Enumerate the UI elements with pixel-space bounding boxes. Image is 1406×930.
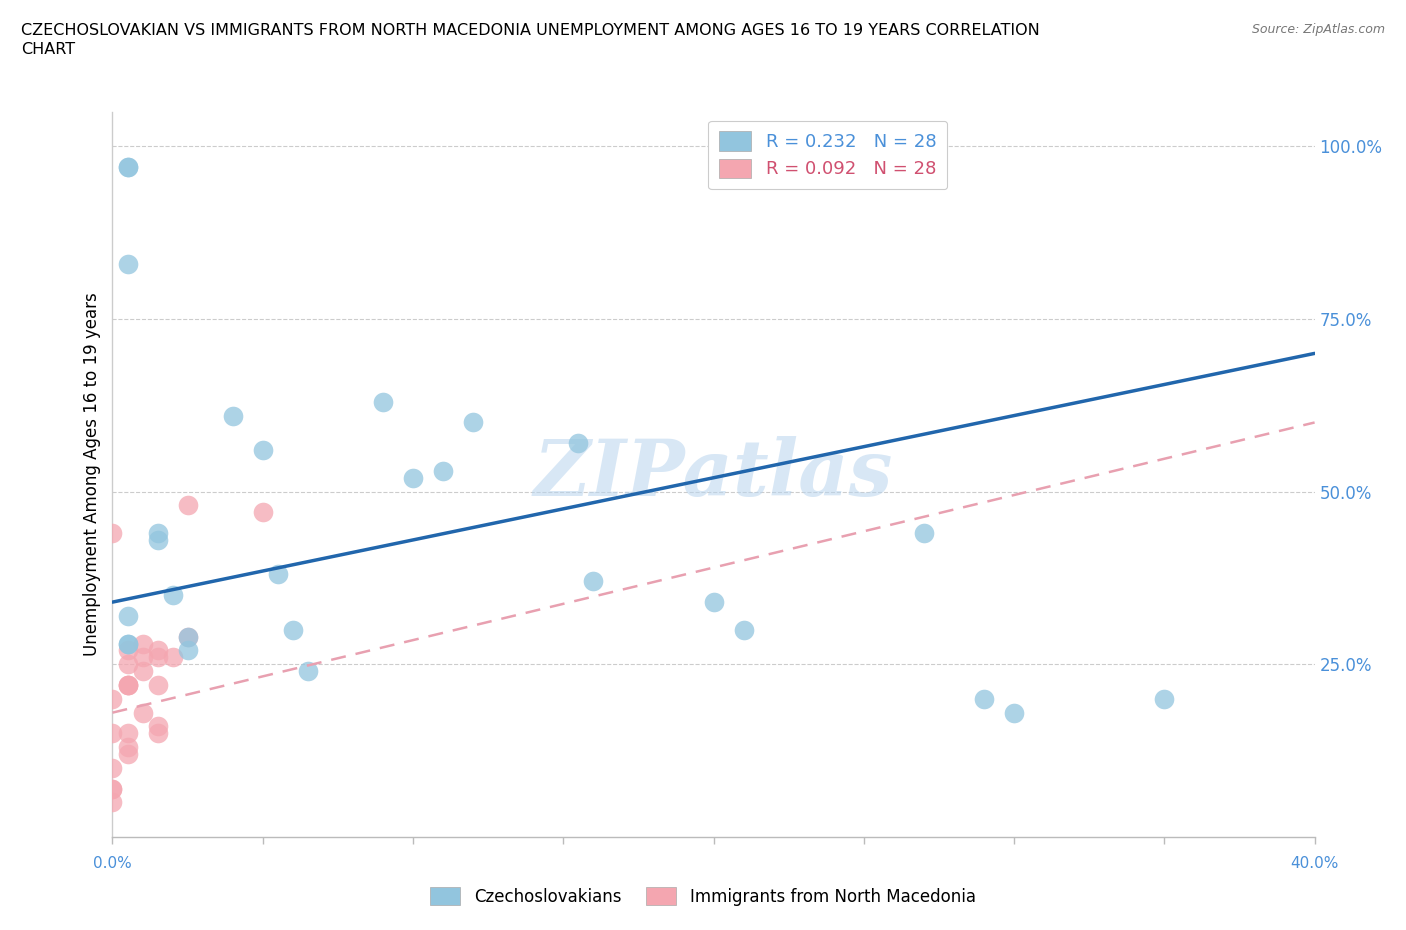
Point: [733, 622, 755, 637]
Point: [131, 664, 153, 679]
Text: 0.0%: 0.0%: [93, 856, 132, 870]
Point: [162, 588, 184, 603]
Point: [117, 726, 139, 741]
Point: [117, 159, 139, 174]
Point: [146, 533, 169, 548]
Point: [101, 795, 124, 810]
Point: [131, 705, 153, 720]
Point: [912, 525, 935, 540]
Point: [267, 567, 290, 582]
Text: CHART: CHART: [21, 42, 75, 57]
Point: [702, 594, 725, 609]
Point: [117, 739, 139, 754]
Point: [146, 650, 169, 665]
Point: [117, 678, 139, 693]
Point: [176, 630, 198, 644]
Point: [146, 678, 169, 693]
Point: [461, 415, 484, 430]
Point: [101, 761, 124, 776]
Point: [146, 726, 169, 741]
Legend: Czechoslovakians, Immigrants from North Macedonia: Czechoslovakians, Immigrants from North …: [423, 881, 983, 912]
Point: [101, 726, 124, 741]
Point: [297, 664, 319, 679]
Text: CZECHOSLOVAKIAN VS IMMIGRANTS FROM NORTH MACEDONIA UNEMPLOYMENT AMONG AGES 16 TO: CZECHOSLOVAKIAN VS IMMIGRANTS FROM NORTH…: [21, 23, 1040, 38]
Point: [117, 159, 139, 174]
Point: [101, 781, 124, 796]
Point: [146, 525, 169, 540]
Point: [146, 643, 169, 658]
Point: [176, 498, 198, 512]
Point: [567, 436, 589, 451]
Point: [117, 608, 139, 623]
Point: [117, 678, 139, 693]
Legend: R = 0.232   N = 28, R = 0.092   N = 28: R = 0.232 N = 28, R = 0.092 N = 28: [709, 121, 948, 190]
Point: [117, 636, 139, 651]
Point: [281, 622, 304, 637]
Point: [222, 408, 245, 423]
Point: [371, 394, 394, 409]
Point: [117, 636, 139, 651]
Text: ZIPatlas: ZIPatlas: [534, 436, 893, 512]
Point: [131, 636, 153, 651]
Point: [117, 657, 139, 671]
Point: [432, 463, 454, 478]
Text: 40.0%: 40.0%: [1291, 856, 1339, 870]
Point: [1002, 705, 1025, 720]
Point: [162, 650, 184, 665]
Point: [117, 256, 139, 271]
Point: [101, 525, 124, 540]
Point: [117, 678, 139, 693]
Point: [117, 643, 139, 658]
Point: [402, 471, 425, 485]
Point: [252, 443, 274, 458]
Point: [117, 747, 139, 762]
Point: [146, 719, 169, 734]
Point: [101, 781, 124, 796]
Point: [101, 691, 124, 706]
Point: [131, 650, 153, 665]
Y-axis label: Unemployment Among Ages 16 to 19 years: Unemployment Among Ages 16 to 19 years: [83, 292, 101, 657]
Point: [973, 691, 995, 706]
Point: [176, 630, 198, 644]
Point: [582, 574, 605, 589]
Point: [1153, 691, 1175, 706]
Point: [176, 643, 198, 658]
Point: [252, 505, 274, 520]
Text: Source: ZipAtlas.com: Source: ZipAtlas.com: [1251, 23, 1385, 36]
